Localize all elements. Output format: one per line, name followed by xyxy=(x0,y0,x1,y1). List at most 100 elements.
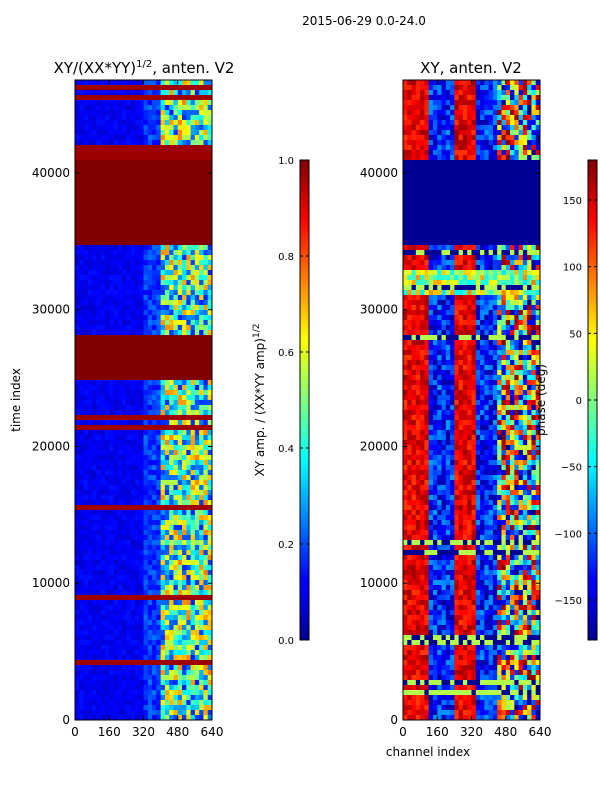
phase-heatmap-cell xyxy=(510,170,515,176)
amplitude-heatmap-cell xyxy=(203,665,209,671)
amplitude-heatmap-cell xyxy=(117,565,123,571)
amplitude-heatmap-cell xyxy=(79,550,85,556)
amplitude-heatmap-cell xyxy=(134,655,140,661)
amplitude-heatmap-cell xyxy=(92,240,97,246)
amplitude-heatmap-cell xyxy=(177,320,183,326)
phase-heatmap-cell xyxy=(527,180,532,186)
amplitude-heatmap-cell xyxy=(207,500,212,506)
phase-heatmap-cell xyxy=(420,180,425,186)
amplitude-heatmap-cell xyxy=(152,425,157,431)
phase-heatmap-cell xyxy=(497,205,502,211)
phase-heatmap-cell xyxy=(437,105,443,111)
amplitude-heatmap-cell xyxy=(143,705,149,711)
amplitude-heatmap-cell xyxy=(147,655,153,661)
amplitude-heatmap-cell xyxy=(134,390,140,396)
phase-heatmap-cell xyxy=(458,205,464,211)
phase-heatmap-cell xyxy=(441,145,447,151)
amplitude-heatmap-cell xyxy=(190,555,196,561)
amplitude-heatmap-cell xyxy=(182,320,187,326)
phase-heatmap-cell xyxy=(501,195,507,201)
amplitude-heatmap-cell xyxy=(156,310,162,316)
amplitude-heatmap-cell xyxy=(104,545,110,551)
amplitude-heatmap-cell xyxy=(199,340,204,346)
amplitude-heatmap-cell xyxy=(207,80,212,86)
amplitude-heatmap-cell xyxy=(173,535,179,541)
amplitude-heatmap-cell xyxy=(75,495,80,501)
phase-heatmap-cell xyxy=(480,130,485,136)
amplitude-heatmap-cell xyxy=(75,235,80,241)
amplitude-heatmap-cell xyxy=(147,260,153,266)
amplitude-heatmap-cell xyxy=(134,690,140,696)
amplitude-heatmap-cell xyxy=(122,235,127,241)
amplitude-heatmap-cell xyxy=(113,430,119,436)
phase-heatmap-cell xyxy=(488,185,494,191)
amplitude-heatmap-cell xyxy=(190,375,196,381)
amplitude-heatmap-cell xyxy=(79,580,85,586)
amplitude-heatmap-cell xyxy=(199,135,204,141)
amplitude-heatmap-cell xyxy=(75,275,80,281)
amplitude-heatmap-cell xyxy=(139,465,144,471)
amplitude-heatmap-cell xyxy=(79,285,85,291)
amplitude-heatmap-cell xyxy=(203,535,209,541)
amplitude-heatmap-cell xyxy=(164,430,170,436)
amplitude-heatmap-cell xyxy=(83,535,89,541)
amplitude-heatmap-cell xyxy=(117,225,123,231)
amplitude-heatmap-cell xyxy=(186,280,192,286)
amplitude-heatmap-cell xyxy=(126,655,132,661)
amplitude-heatmap-cell xyxy=(87,635,93,641)
amplitude-heatmap-cell xyxy=(75,245,80,251)
amplitude-heatmap-cell xyxy=(160,185,166,191)
amplitude-heatmap-cell xyxy=(113,190,119,196)
amplitude-heatmap-cell xyxy=(126,295,132,301)
amplitude-heatmap-cell xyxy=(186,375,192,381)
amplitude-heatmap-cell xyxy=(109,495,115,501)
amplitude-heatmap-cell xyxy=(203,205,209,211)
amplitude-heatmap-cell xyxy=(199,400,204,406)
amplitude-heatmap-cell xyxy=(130,265,136,271)
amplitude-heatmap-cell xyxy=(164,455,170,461)
amplitude-heatmap-cell xyxy=(79,670,85,676)
amplitude-heatmap-cell xyxy=(139,570,144,576)
amplitude-heatmap-cell xyxy=(130,630,136,636)
amplitude-heatmap-cell xyxy=(130,670,136,676)
amplitude-heatmap-cell xyxy=(203,685,209,691)
amplitude-heatmap-cell xyxy=(182,705,187,711)
amplitude-heatmap-cell xyxy=(92,690,97,696)
phase-heatmap-cell xyxy=(467,145,472,151)
amplitude-heatmap-cell xyxy=(96,270,102,276)
amplitude-heatmap-cell xyxy=(147,110,153,116)
amplitude-heatmap-cell xyxy=(83,280,89,286)
amplitude-heatmap-cell xyxy=(126,225,132,231)
amplitude-heatmap-cell xyxy=(169,270,174,276)
amplitude-heatmap-cell xyxy=(169,165,174,171)
phase-heatmap-cell xyxy=(441,80,447,86)
amplitude-heatmap-cell xyxy=(169,360,174,366)
amplitude-heatmap-cell xyxy=(199,605,204,611)
amplitude-heatmap-cell xyxy=(147,310,153,316)
amplitude-heatmap-cell xyxy=(143,250,149,256)
amplitude-heatmap-cell xyxy=(203,500,209,506)
amplitude-heatmap-cell xyxy=(109,360,115,366)
amplitude-heatmap-cell xyxy=(96,100,102,106)
amplitude-heatmap-cell xyxy=(104,650,110,656)
amplitude-heatmap-cell xyxy=(152,560,157,566)
amplitude-heatmap-cell xyxy=(182,605,187,611)
phase-heatmap-cell xyxy=(424,85,430,91)
amplitude-heatmap-cell xyxy=(139,445,144,451)
phase-heatmap-cell xyxy=(522,140,528,146)
amplitude-heatmap-cell xyxy=(199,165,204,171)
amplitude-heatmap-cell xyxy=(139,185,144,191)
amplitude-heatmap-cell xyxy=(186,305,192,311)
amplitude-heatmap-cell xyxy=(96,145,102,151)
phase-heatmap-cell xyxy=(462,105,468,111)
phase-heatmap-cell xyxy=(522,175,528,181)
amplitude-heatmap-cell xyxy=(109,315,115,321)
amplitude-heatmap-cell xyxy=(87,360,93,366)
amplitude-heatmap-cell xyxy=(143,585,149,591)
amplitude-heatmap-cell xyxy=(194,565,200,571)
amplitude-heatmap-cell xyxy=(92,705,97,711)
phase-heatmap-cell xyxy=(441,90,447,96)
amplitude-heatmap-cell xyxy=(139,285,144,291)
amplitude-heatmap-cell xyxy=(100,420,106,426)
amplitude-heatmap-cell xyxy=(199,380,204,386)
